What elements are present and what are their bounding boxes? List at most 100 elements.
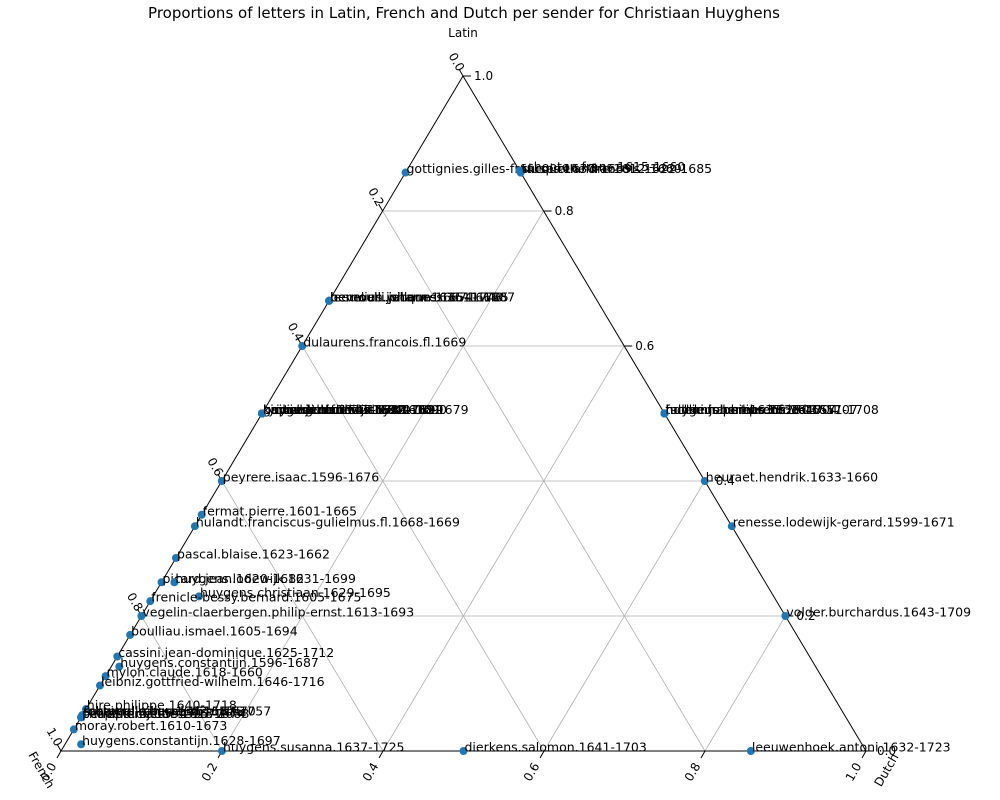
data-point-label: bernoulli.johann.1667-1748 [330,289,503,304]
data-point-label: leibniz.gottfried-wilhelm.1646-1716 [101,674,325,689]
data-point-label: fontenelle.bernard.1657-1757 [83,704,271,719]
data-point [298,342,307,350]
data-point-label: dierkens.salomon.1641-1703 [465,740,647,755]
data-point [190,522,199,531]
data-point [660,409,669,418]
data-point-label: hulandt.franciscus-gulielmus.fl.1668-166… [196,515,460,530]
grid-line-dutch-0.8 [704,615,786,752]
data-point-label: huygens.philips.1633-1657 [666,402,836,417]
data-point-label: bertet.jean.1622-1692 [263,402,404,417]
axis-label-latin: Latin [448,26,478,40]
data-point [146,597,155,606]
data-point-label: hevelius.johannes.1611-1687 [330,289,515,304]
data-point-label: huygens.christiaan.1629-1695 [200,585,391,600]
grid-line-dutch-0.4 [382,345,625,752]
data-point-label: picard.jean.1620-1682 [163,571,305,586]
data-point-label: fullenius.bernardus.1640-1707 [666,402,858,417]
data-point-label: hudde.johannes.1628-1704 [666,402,838,417]
data-point-label: fermat.pierre.1601-1665 [203,503,357,518]
data-point-label: moray.robert.1610-1673 [75,718,228,733]
data-point [258,409,266,418]
data-point [401,168,410,177]
grid-lines [141,210,786,752]
data-point-label: leeuwen.willem.1635-1667 [330,289,499,304]
data-point-label: boulliau.ismael.1605-1694 [131,623,298,638]
data-point-label: sluse.rene-francois.1622-1685 [522,161,713,176]
data-point-label: huygens.constantijn.1628-1697 [82,733,281,748]
data-point-label: vegelin-claerbergen.philip-ernst.1613-16… [142,605,414,620]
data-point [171,553,180,562]
tick-mark-dutch [700,750,706,759]
tick-label-french: 0.2 [365,185,387,209]
data-point [700,477,709,485]
data-point [325,296,334,305]
data-point-label: volder.burchardus.1643-1709 [786,605,971,620]
data-point-label: perrault.claude.1613-1688 [82,706,249,721]
data-point [197,510,206,519]
tick-mark-dutch [56,750,62,759]
data-point [115,662,124,671]
data-point-label: cassini.jean-dominique.1625-1712 [118,645,334,660]
data-point-label: pascal.blaise.1623-1662 [177,546,330,561]
data-point-label: huygens.lodewijk.1631-1699 [263,402,444,417]
tick-mark-french [378,203,384,212]
tick-label-latin: 0.2 [796,609,815,623]
tick-label-latin: 1.0 [474,69,493,83]
tick-label-french: 0.0 [446,50,468,74]
chart-title: Proportions of letters in Latin, French … [148,4,780,22]
data-points: gottignies.gilles-francois.1630-1689scho… [69,159,971,755]
data-point [727,522,736,531]
grid-line-french-0.4 [301,345,545,752]
data-point-label: frenicle-bessy.bernard.1605-1675 [151,590,361,605]
data-point-label: tacquet.andre.1612-1660 [522,161,682,176]
tick-label-latin: 0.0 [877,744,896,758]
data-point [746,747,755,755]
tick-label-french: 1.0 [44,725,66,749]
data-point [218,747,226,755]
data-point-label: peyrere.isaac.1596-1676 [223,470,379,485]
data-point-label: renesse.lodewijk-gerard.1599-1671 [733,515,955,530]
data-point [77,740,86,749]
data-point [137,612,146,620]
data-point-label: schooten.frans.1615-1660 [520,159,685,174]
data-point-label: ryckius.theodorus.1640-1690 [263,402,447,417]
data-point-label: huygens.lodewijk.1631-1699 [175,571,356,586]
tick-mark-dutch [378,750,384,759]
data-point [516,168,525,177]
data-point [95,681,104,690]
data-point [459,747,468,755]
data-point-label: petit.pierre.1594-1677 [82,706,224,721]
data-point-label: chapelain.jean.1595-1674 [82,706,245,721]
data-point [101,672,110,681]
data-point-label: heuraet.hendrik.1633-1660 [706,470,878,485]
data-point [126,630,135,639]
tick-mark-french [56,743,62,752]
data-point-label: hire.philippe.1640-1718 [87,698,237,713]
data-point [781,612,790,620]
data-point-label: sorbiere.samuel.1615-1670 [83,704,256,719]
tick-label-latin: 0.8 [555,204,574,218]
tick-label-dutch: 0.8 [682,760,704,784]
grid-line-dutch-0.6 [543,480,706,752]
tick-mark-french [458,68,464,77]
data-point [170,578,179,587]
data-point-label: papin.denis.1647-1713 [263,402,408,417]
data-point [217,477,226,485]
tick-label-dutch: 0.4 [360,760,382,784]
data-point-label: grimaldi.claudio.1638-1712 [263,402,435,417]
data-point-label: bernoulli.jacques.1654-1705 [330,289,509,304]
data-point-label: mylon.claude.1618-1660 [107,665,263,680]
tick-label-dutch: 0.2 [199,760,221,784]
data-point-label: tschirnhaus.ehrenfried.1651-1708 [666,402,879,417]
grid-line-french-0.6 [221,480,384,752]
data-point-label: huygens.susanna.1637-1725 [223,740,405,755]
tick-label-latin: 0.6 [635,339,654,353]
data-point-label: kinner.gottfried-aloys.1610-1679 [263,402,469,417]
data-point-label: heinsius.nicolaas.1620-1681 [263,402,442,417]
data-point-label: huygens.constantijn.1596-1687 [120,655,319,670]
data-point-label: dulaurens.francois.fl.1669 [303,335,466,350]
data-point-label: roberval.gilles.1602-1675 [83,704,243,719]
tick-label-dutch: 0.6 [521,760,543,784]
data-point [157,578,166,587]
